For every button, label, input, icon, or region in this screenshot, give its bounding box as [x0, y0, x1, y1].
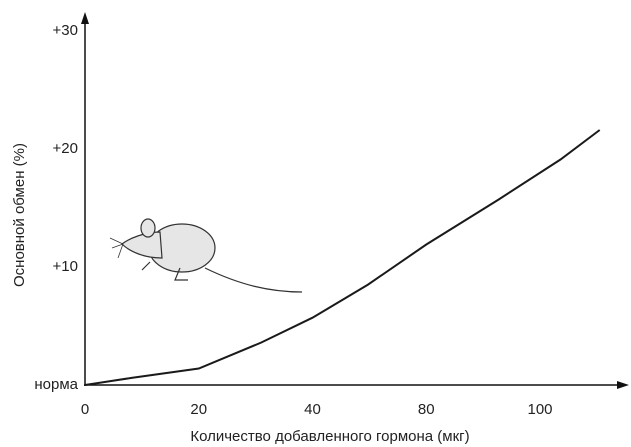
rat-legs — [141, 261, 188, 281]
x-tick-label: 20 — [190, 401, 207, 418]
y-tick-label: +20 — [53, 140, 78, 157]
data-line — [84, 129, 601, 386]
y-axis-title: Основной обмен (%) — [11, 143, 28, 287]
x-tick-label: 80 — [418, 401, 435, 418]
x-axis-arrow — [617, 381, 629, 389]
y-tick-label: +10 — [53, 258, 78, 275]
x-axis-title: Количество добавленного гормона (мкг) — [190, 428, 469, 445]
y-tick-label: +30 — [53, 22, 78, 39]
x-tick-label: 100 — [527, 401, 552, 418]
rat-illustration — [109, 218, 303, 293]
x-tick-label: 40 — [304, 401, 321, 418]
y-axis-arrow — [81, 12, 89, 24]
y-tick-label: норма — [34, 376, 78, 393]
rat-head — [121, 231, 163, 259]
x-tick-label: 0 — [81, 401, 89, 418]
rat-ear — [140, 218, 156, 238]
rat-tail — [204, 267, 303, 293]
rat-whiskers — [109, 237, 124, 259]
